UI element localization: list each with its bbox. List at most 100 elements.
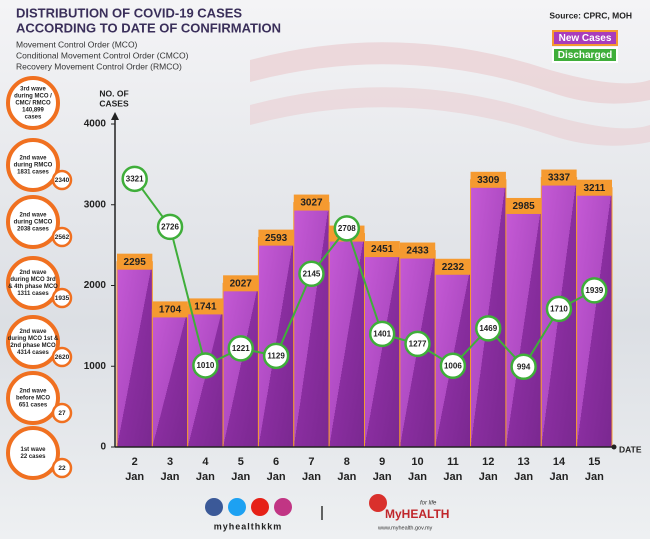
x-tick-month: Jan xyxy=(267,471,286,483)
discharged-label: 2145 xyxy=(303,269,321,278)
bar xyxy=(364,248,401,448)
value-label: 2593 xyxy=(265,233,288,244)
tagline: for life xyxy=(420,501,437,507)
discharged-point xyxy=(475,315,502,342)
wave-label: 2nd wave xyxy=(19,270,47,276)
x-tick-label: 8 xyxy=(344,456,350,468)
value-label-box xyxy=(435,258,471,275)
x-tick-month: Jan xyxy=(443,471,462,483)
wave-bubble xyxy=(6,195,60,249)
value-label-box xyxy=(364,241,400,258)
wave-label: 2nd phase MCO xyxy=(10,343,56,349)
x-tick-label: 5 xyxy=(238,456,244,468)
discharged-point xyxy=(227,335,254,362)
bar xyxy=(257,237,295,448)
wave-label: 2nd wave xyxy=(19,389,47,395)
value-label-box xyxy=(117,253,153,270)
wave-bubble xyxy=(6,138,60,192)
subtitle: Recovery Movement Control Order (RMCO) xyxy=(16,61,182,71)
twitter-icon[interactable] xyxy=(228,498,246,516)
value-label: 1704 xyxy=(159,305,182,316)
value-label: 2232 xyxy=(442,262,465,273)
wave-count: 2340 xyxy=(55,177,70,184)
x-tick-month: Jan xyxy=(302,471,321,483)
wave-label: & 4th phase MCO xyxy=(8,284,58,290)
x-tick-label: 13 xyxy=(517,456,529,468)
instagram-icon[interactable] xyxy=(274,498,292,516)
wave-label: 2nd wave xyxy=(19,213,47,219)
value-label-box xyxy=(399,242,436,259)
value-label: 3027 xyxy=(300,198,323,209)
legend-label: New Cases xyxy=(559,33,612,44)
value-label: 3211 xyxy=(583,183,605,194)
wave-count: 27 xyxy=(58,410,66,417)
bar xyxy=(470,179,507,448)
discharged-label: 1006 xyxy=(444,361,462,370)
value-label: 2433 xyxy=(406,246,429,257)
discharged-label: 1129 xyxy=(267,351,285,360)
x-axis-label: DATE xyxy=(619,444,642,454)
url: www.myhealth.gov.my xyxy=(377,525,433,531)
value-label-box xyxy=(223,275,259,292)
x-tick-label: 12 xyxy=(482,456,494,468)
discharged-point xyxy=(439,352,467,380)
brand: MyHEALTH xyxy=(385,507,449,521)
legend-swatch xyxy=(552,30,618,46)
discharged-label: 1401 xyxy=(373,329,391,338)
wave-count: 22 xyxy=(58,465,66,472)
x-tick-label: 11 xyxy=(447,456,459,468)
wave-label: during MCO / xyxy=(14,94,52,100)
value-label: 2451 xyxy=(371,244,394,255)
x-tick-month: Jan xyxy=(196,471,215,483)
subtitle: Movement Control Order (MCO) xyxy=(16,39,138,49)
wave-count: 2562 xyxy=(55,234,70,241)
discharged-label: 994 xyxy=(517,362,531,371)
y-tick-label: 0 xyxy=(100,442,106,453)
x-tick-month: Jan xyxy=(585,471,604,483)
discharged-label: 1010 xyxy=(196,361,214,370)
discharged-label: 3321 xyxy=(126,174,144,183)
value-label-box xyxy=(576,179,612,196)
bar xyxy=(116,261,153,448)
discharged-label: 1221 xyxy=(232,344,250,353)
x-tick-month: Jan xyxy=(479,471,498,483)
x-tick-label: 7 xyxy=(308,456,314,468)
discharged-label: 1710 xyxy=(550,305,568,314)
x-tick-month: Jan xyxy=(408,471,427,483)
discharged-label: 1939 xyxy=(585,286,603,295)
flag-stripe xyxy=(250,87,650,146)
wave-label: 2nd wave xyxy=(19,329,47,335)
subtitle: Conditional Movement Control Order (CMCO… xyxy=(16,50,189,60)
x-axis-end xyxy=(611,444,617,450)
wave-bubble xyxy=(6,315,60,369)
value-label: 2027 xyxy=(230,278,253,289)
wave-count-bubble xyxy=(51,346,73,368)
wave-label: during MCO 1st & xyxy=(8,336,59,342)
wave-count-bubble xyxy=(51,226,73,248)
value-label: 3337 xyxy=(548,173,571,184)
social-handle: myhealthkkm xyxy=(214,521,283,531)
wave-label: 1831 cases xyxy=(17,170,49,176)
title: ACCORDING TO DATE OF CONFIRMATION xyxy=(16,20,281,35)
y-axis-label: NO. OF xyxy=(99,88,128,98)
wave-count-bubble xyxy=(51,169,73,191)
wave-label: before MCO xyxy=(16,396,50,402)
facebook-icon[interactable] xyxy=(205,498,223,516)
y-axis-arrow xyxy=(111,112,119,120)
discharged-point xyxy=(404,330,431,358)
wave-count-bubble xyxy=(51,287,73,309)
bar xyxy=(505,205,542,448)
value-label: 1741 xyxy=(194,302,217,313)
x-tick-label: 6 xyxy=(273,456,279,468)
youtube-icon[interactable] xyxy=(251,498,269,516)
legend-label: Discharged xyxy=(558,50,612,61)
x-tick-label: 3 xyxy=(167,456,173,468)
wave-bubble xyxy=(6,76,60,130)
flag-stripe xyxy=(250,42,650,104)
value-label: 3309 xyxy=(477,175,500,186)
wave-bubble xyxy=(6,256,60,310)
x-tick-month: Jan xyxy=(514,471,533,483)
discharged-point xyxy=(156,213,184,241)
discharged-point xyxy=(545,295,573,323)
